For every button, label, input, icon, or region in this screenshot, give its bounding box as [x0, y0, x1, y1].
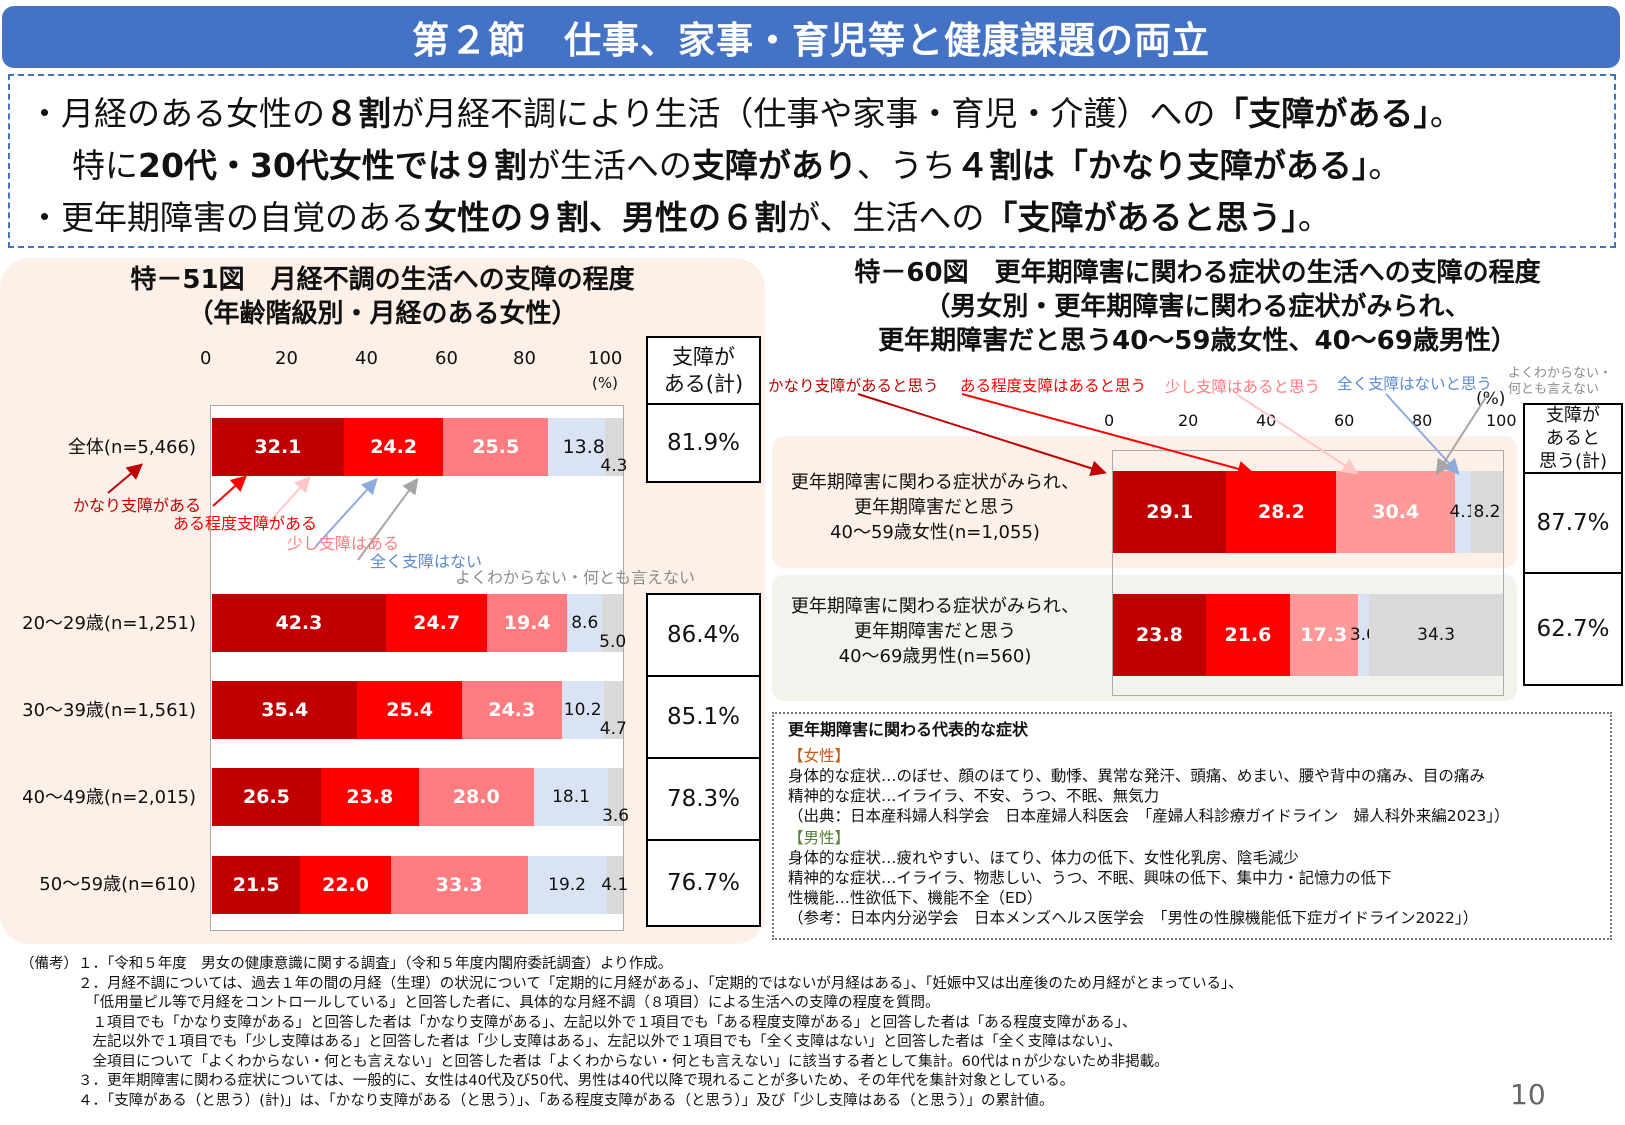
- bar-segment: 19.4: [487, 594, 568, 652]
- bar-row-20s: 42.3 24.7 19.4 8.6 5.0: [212, 594, 626, 652]
- left-total-all: 81.9%: [646, 403, 761, 483]
- bar-segment: 4.1: [601, 856, 628, 914]
- bar-row-all: 32.1 24.2 25.5 13.8 4.3: [212, 418, 627, 476]
- right-chart-title: 特－60図 更年期障害に関わる症状の生活への支障の程度: [854, 258, 1541, 288]
- bar-segment: 32.1: [212, 418, 344, 476]
- bar-segment: 42.3: [212, 594, 386, 652]
- bar-segment: 25.5: [443, 418, 549, 476]
- legend-label-moderate: ある程度支障はあると思う: [960, 377, 1147, 395]
- row-label: 50～59歳(n=610): [39, 874, 196, 895]
- legend-label-unknown: よくわからない・何とも言えない: [455, 568, 696, 587]
- legend-label-moderate: ある程度支障がある: [173, 514, 318, 533]
- female-heading: 【女性】: [788, 747, 851, 765]
- bar-segment: 26.5: [212, 768, 321, 826]
- bar-row-male: 23.8 21.6 17.3 3.0 34.3: [1113, 594, 1503, 676]
- bar-segment: 21.6: [1205, 594, 1291, 676]
- right-plot-area: [1112, 450, 1504, 696]
- summary-box: ・月経のある女性の８割が月経不調により生活（仕事や家事・育児・介護）への「支障が…: [8, 74, 1616, 248]
- row-label: 20～29歳(n=1,251): [22, 613, 196, 634]
- right-annotation-arrows: [857, 393, 1489, 477]
- symptoms-title: 更年期障害に関わる代表的な症状: [788, 720, 1029, 739]
- bar-segment: 30.4: [1336, 471, 1455, 553]
- right-chart-subtitle-1: （男女別・更年期障害に関わる症状がみられ、: [924, 292, 1471, 322]
- legend-label-slight: 少し支障はある: [287, 534, 400, 553]
- bar-segment: 3.6: [602, 768, 629, 826]
- symptoms-box: 更年期障害に関わる代表的な症状 【女性】 身体的な症状…のぼせ、顔のほてり、動悸…: [772, 712, 1612, 940]
- legend-label-severe: かなり支障があると思う: [768, 377, 939, 395]
- bar-segment: 24.2: [343, 418, 444, 476]
- legend-label-unknown-2: 何とも言えない: [1508, 382, 1600, 397]
- bar-segment: 24.7: [385, 594, 488, 652]
- bar-segment: 35.4: [212, 681, 358, 739]
- bar-segment: 8.6: [567, 594, 603, 652]
- left-chart-subtitle: （年齢階級別・月経のある女性）: [187, 299, 578, 329]
- bar-segment: 23.8: [1113, 594, 1206, 676]
- bar-segment: 13.8: [548, 418, 605, 476]
- right-total-header: 支障が あると 思う(計): [1523, 403, 1623, 474]
- legend-label-none: 全く支障はないと思う: [1337, 375, 1493, 393]
- page-number: 10: [1510, 1078, 1546, 1111]
- bar-segment: 21.5: [212, 856, 301, 914]
- bar-segment: 4.3: [600, 418, 627, 476]
- section-header: 第２節 仕事、家事・育児等と健康課題の両立: [2, 6, 1620, 68]
- right-total-male: 62.7%: [1523, 572, 1623, 686]
- right-total-female: 87.7%: [1523, 472, 1623, 574]
- bar-segment: 4.7: [600, 681, 627, 739]
- summary-line-2: 特に20代・30代女性では９割が生活への支障があり、うち４割は「かなり支障がある…: [72, 146, 1402, 185]
- bar-segment: 24.3: [461, 681, 562, 739]
- summary-line-1: ・月経のある女性の８割が月経不調により生活（仕事や家事・育児・介護）への「支障が…: [28, 94, 1463, 133]
- bar-row-30s: 35.4 25.4 24.3 10.2 4.7: [212, 681, 627, 739]
- bar-segment: 29.1: [1113, 471, 1227, 553]
- bar-segment: 18.1: [533, 768, 609, 826]
- bar-segment: 17.3: [1290, 594, 1358, 676]
- bar-segment: 23.8: [320, 768, 419, 826]
- bar-segment: 33.3: [390, 856, 528, 914]
- row-label-male: 更年期障害に関わる症状がみられ、 更年期障害だと思う 40～69歳男性(n=560): [790, 596, 1080, 667]
- footnotes: （備考）１．「令和５年度 男女の健康意識に関する調査」（令和５年度内閣府委託調査…: [20, 956, 1243, 1109]
- bar-segment: 5.0: [599, 594, 626, 652]
- bar-row-40s: 26.5 23.8 28.0 18.1 3.6: [212, 768, 629, 826]
- bar-segment: 19.2: [527, 856, 607, 914]
- bar-segment: 3.0: [1350, 594, 1377, 676]
- bar-segment: 28.0: [418, 768, 534, 826]
- left-annotation-arrows: [107, 463, 419, 561]
- row-label-female: 更年期障害に関わる症状がみられ、 更年期障害だと思う 40～59歳女性(n=1,05…: [790, 472, 1080, 543]
- legend-label-unknown-1: よくわからない・: [1508, 366, 1613, 381]
- row-label: 全体(n=5,466): [67, 437, 196, 458]
- legend-label-severe: かなり支障がある: [73, 496, 202, 515]
- left-total-40s: 78.3%: [646, 757, 761, 841]
- bar-row-female: 29.1 28.2 30.4 4.1 8.2: [1113, 471, 1503, 553]
- bar-segment: 25.4: [357, 681, 462, 739]
- bar-segment: 22.0: [300, 856, 391, 914]
- left-chart-title: 特－51図 月経不調の生活への支障の程度: [130, 265, 635, 295]
- right-chart-subtitle-2: 更年期障害だと思う40～59歳女性、40～69歳男性）: [878, 326, 1517, 356]
- bar-segment: 4.1: [1449, 471, 1477, 553]
- bar-segment: 10.2: [561, 681, 604, 739]
- row-label: 40～49歳(n=2,015): [22, 787, 196, 808]
- bar-row-50s: 21.5 22.0 33.3 19.2 4.1: [212, 856, 628, 914]
- male-heading: 【男性】: [788, 829, 851, 847]
- row-label: 30～39歳(n=1,561): [22, 700, 196, 721]
- left-total-50s: 76.7%: [646, 839, 761, 927]
- left-total-20s: 86.4%: [646, 593, 761, 677]
- left-total-header: 支障が ある(計): [646, 336, 761, 405]
- summary-line-3: ・更年期障害の自覚のある女性の９割、男性の６割が、生活への「支障があると思う」。: [28, 198, 1331, 237]
- legend-label-slight: 少し支障はあると思う: [1165, 378, 1321, 396]
- bar-segment: 34.3: [1369, 594, 1503, 676]
- bar-segment: 28.2: [1226, 471, 1337, 553]
- left-total-30s: 85.1%: [646, 675, 761, 759]
- bar-segment: 8.2: [1470, 471, 1503, 553]
- legend-label-none: 全く支障はない: [370, 552, 483, 571]
